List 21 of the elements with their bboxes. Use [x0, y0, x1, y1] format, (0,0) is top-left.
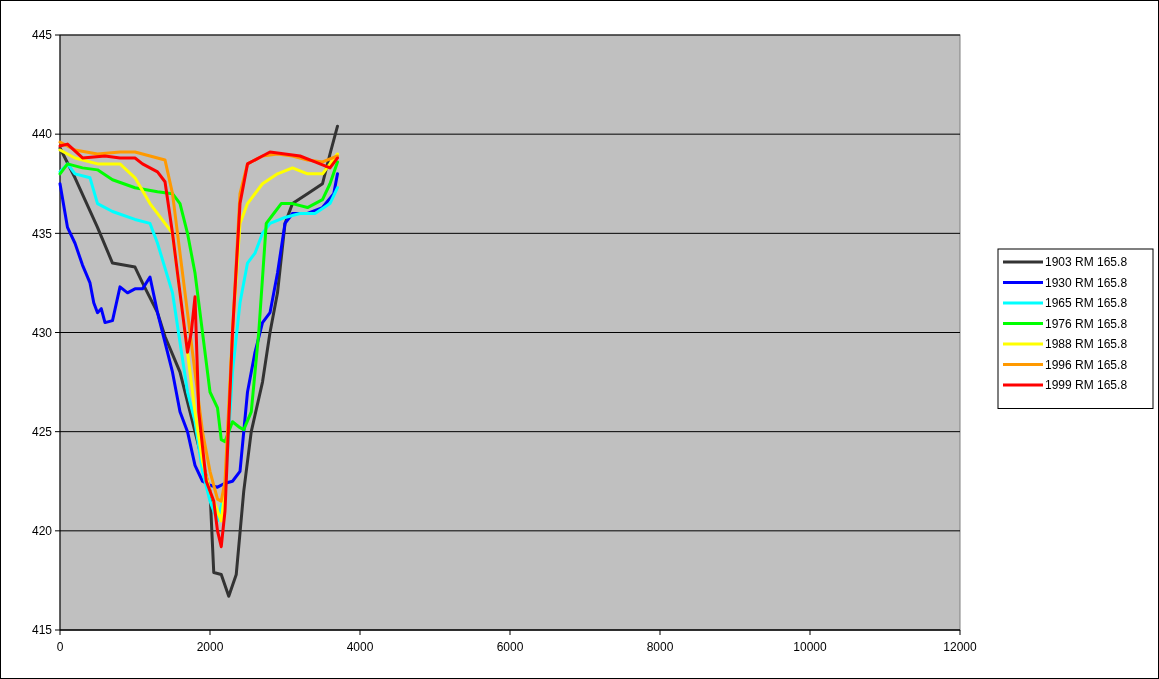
legend-label: 1996 RM 165.8: [1045, 357, 1128, 372]
y-tick-label: 420: [31, 524, 53, 539]
y-tick-label: 440: [31, 127, 53, 142]
legend-label: 1999 RM 165.8: [1045, 378, 1128, 393]
x-tick-label: 4000: [346, 640, 374, 654]
y-tick-label: 430: [31, 325, 53, 340]
y-tick-label: 435: [31, 226, 53, 241]
y-tick-label: 445: [31, 28, 53, 43]
y-tick-label: 425: [31, 424, 53, 439]
legend-label: 1965 RM 165.8: [1045, 296, 1128, 311]
x-tick-label: 2000: [196, 640, 224, 654]
x-tick-label: 6000: [496, 640, 524, 654]
x-tick-label: 8000: [646, 640, 674, 654]
legend-label: 1976 RM 165.8: [1045, 316, 1128, 331]
x-tick-label: 12000: [943, 640, 978, 654]
legend-label: 1903 RM 165.8: [1045, 255, 1128, 270]
y-tick-label: 415: [31, 623, 53, 638]
x-tick-label: 10000: [793, 640, 828, 654]
legend-label: 1988 RM 165.8: [1045, 337, 1128, 352]
x-tick-label: 0: [56, 640, 64, 654]
legend-label: 1930 RM 165.8: [1045, 275, 1128, 290]
